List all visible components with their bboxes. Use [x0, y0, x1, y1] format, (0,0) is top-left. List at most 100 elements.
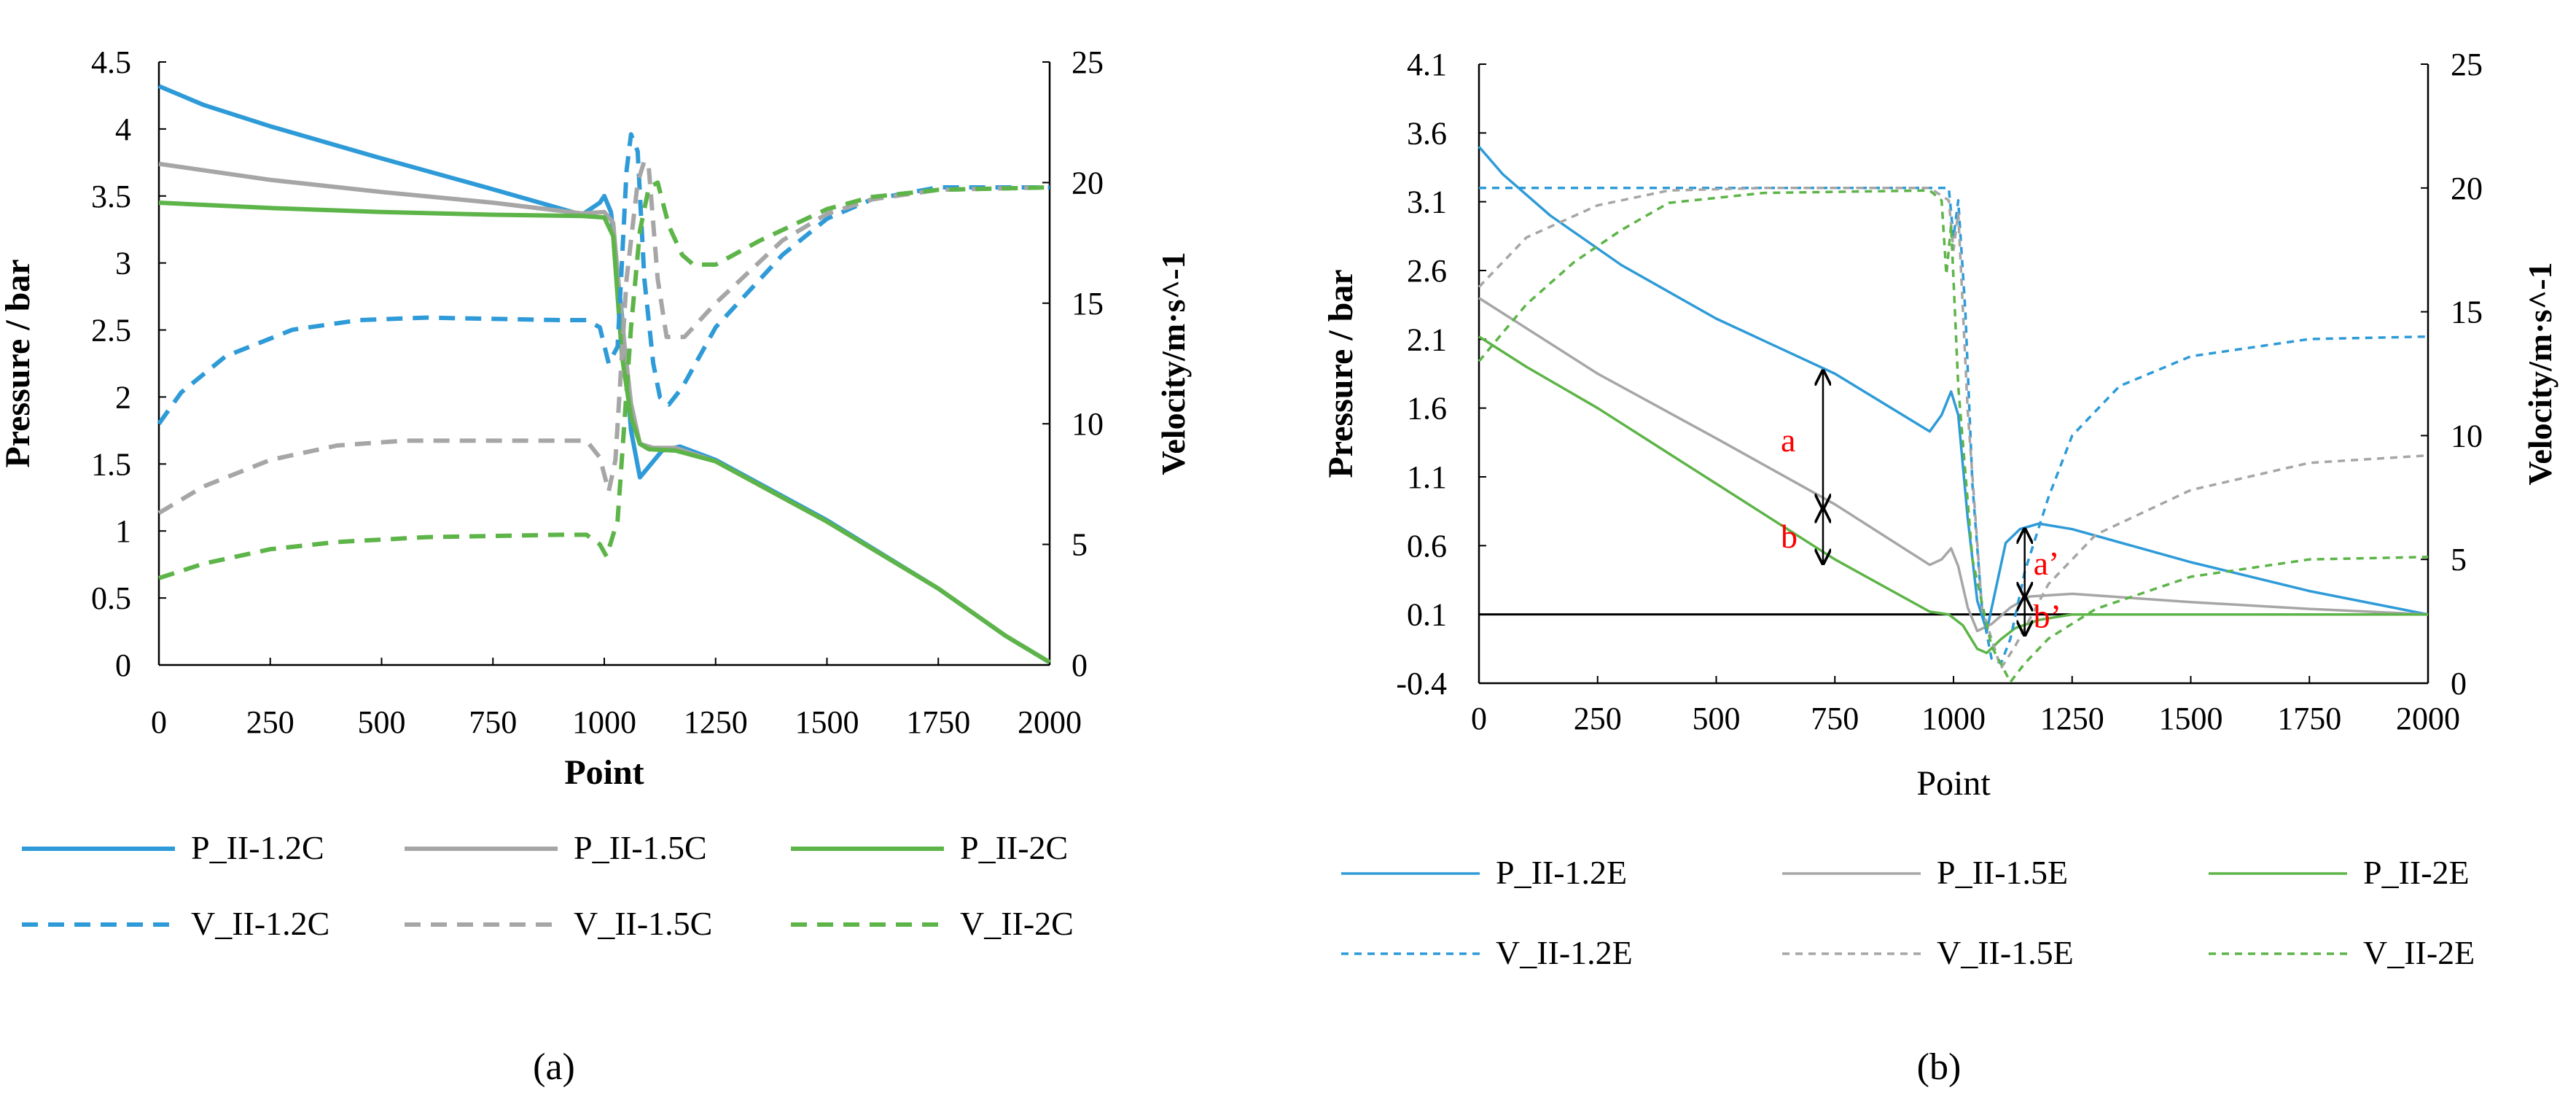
y2-tick-label: 10 [1072, 406, 1104, 442]
y2-tick-label: 15 [2451, 295, 2483, 330]
x-tick-label: 0 [151, 704, 167, 740]
chart-a-legend: P_II-1.2C P_II-1.5C P_II-2C V_II-1.2C V_II-1… [22, 829, 1074, 942]
x-tick-label: 750 [469, 704, 517, 740]
annotation-label: a [1781, 421, 1795, 459]
y-axis-label: Pressure / bar [0, 259, 37, 467]
y2-tick-label: 15 [1072, 286, 1104, 322]
x-axis-label: Point [1916, 764, 1991, 803]
series-line-v-ii-2e [1478, 189, 2429, 684]
x-tick-label: 500 [358, 704, 406, 740]
legend-item: P_II-2E [2209, 854, 2470, 891]
x-tick-label: 1250 [2040, 701, 2104, 736]
legend-item: V_II-2E [2209, 934, 2475, 971]
y-tick-label: 3.6 [1407, 115, 1447, 151]
y2-tick-label: 5 [1072, 527, 1088, 563]
legend-label: P_II-1.2C [191, 829, 324, 866]
y2-axis-label: Velocity/m·s^-1 [1155, 252, 1192, 475]
y-tick-label: 2.5 [91, 313, 131, 349]
y2-tick-label: 5 [2451, 542, 2467, 577]
y-axis-label: Pressure / bar [1322, 269, 1360, 478]
series-line-p-ii-2e [1478, 335, 2428, 655]
legend-item: P_II-1.5C [405, 829, 707, 866]
y2-tick-label: 20 [2451, 171, 2483, 206]
legend-label: V_II-1.2C [191, 905, 329, 942]
y-tick-label: 2 [115, 379, 131, 415]
y-tick-label: 2.1 [1407, 322, 1447, 357]
x-tick-label: 1500 [795, 704, 859, 740]
legend-label: V_II-2C [960, 905, 1074, 942]
chart-caption: (b) [1917, 1046, 1962, 1088]
y2-tick-label: 25 [1072, 44, 1104, 80]
y2-tick-label: 20 [1072, 165, 1104, 201]
legend-label: P_II-1.2E [1496, 854, 1627, 891]
legend-item: P_II-1.5E [1782, 854, 2068, 891]
series-line-p-ii-1-2e [1478, 146, 2429, 633]
legend-item: V_II-1.5E [1782, 934, 2074, 971]
x-tick-label: 1000 [1921, 701, 1986, 736]
chart-b: 0 250 500 750 1000 1250 1500 1750 2000-0.40.10.6… [1322, 47, 2559, 1088]
legend-label: V_II-2E [2363, 934, 2475, 971]
legend-label: V_II-1.5C [574, 905, 712, 942]
y-tick-label: 1.5 [91, 446, 131, 482]
y-tick-label: 0.6 [1407, 528, 1447, 564]
annotation-label: b [1781, 518, 1798, 555]
series-line-v-ii-2c [158, 180, 1050, 580]
y-tick-label: 0.1 [1407, 597, 1447, 633]
y-tick-label: 4 [115, 112, 131, 147]
y-tick-label: 3 [115, 246, 131, 281]
legend-item: P_II-1.2E [1341, 854, 1627, 891]
chart-a-axes: 0 250 500 750 1000 1250 1500 1750 200000.511.522… [0, 44, 1192, 792]
x-tick-label: 1000 [572, 704, 636, 740]
legend-label: P_II-1.5C [574, 829, 707, 866]
series-line-p-ii-1-5c [158, 161, 1051, 664]
series-line-p-ii-2c [158, 201, 1051, 664]
legend-item: V_II-1.2C [22, 905, 329, 942]
chart-b-series [1478, 146, 2429, 684]
x-tick-label: 1750 [2277, 701, 2341, 736]
y2-tick-label: 0 [1072, 647, 1088, 683]
y-tick-label: -0.4 [1396, 666, 1447, 701]
x-tick-label: 2000 [1018, 704, 1082, 740]
legend-label: P_II-2C [960, 829, 1068, 866]
chart-b-annotations: a b a’ b’ [1781, 371, 2061, 635]
legend-item: V_II-1.5C [405, 905, 712, 942]
y-tick-label: 1.6 [1407, 391, 1447, 427]
x-tick-label: 750 [1811, 701, 1859, 736]
y2-tick-label: 25 [2451, 47, 2483, 82]
annotation-label: b’ [2034, 598, 2061, 635]
legend-label: V_II-1.5E [1937, 934, 2074, 971]
x-tick-label: 250 [246, 704, 294, 740]
y2-tick-label: 10 [2451, 418, 2483, 454]
y-tick-label: 1.1 [1407, 459, 1447, 495]
series-line-v-ii-1-5c [157, 158, 1050, 516]
x-tick-label: 2000 [2396, 701, 2460, 736]
chart-a: 0 250 500 750 1000 1250 1500 1750 200000.511.522… [0, 44, 1192, 1088]
y-tick-label: 1 [115, 513, 131, 549]
legend-label: V_II-1.2E [1496, 934, 1633, 971]
y-tick-label: 3.1 [1407, 184, 1447, 220]
x-tick-label: 1750 [906, 704, 970, 740]
legend-item: P_II-2C [791, 829, 1068, 866]
x-tick-label: 1250 [684, 704, 748, 740]
chart-caption: (a) [533, 1046, 575, 1088]
chart-a-series [157, 84, 1051, 664]
x-tick-label: 1500 [2159, 701, 2223, 736]
y-tick-label: 4.1 [1407, 47, 1447, 82]
legend-label: P_II-1.5E [1937, 854, 2068, 891]
chart-b-legend: P_II-1.2E P_II-1.5E P_II-2E V_II-1.2E V_II-1… [1341, 854, 2475, 971]
y-tick-label: 3.5 [91, 179, 131, 214]
y-tick-label: 0.5 [91, 580, 131, 616]
series-line-p-ii-1-5e [1478, 297, 2429, 633]
y-tick-label: 4.5 [91, 44, 131, 80]
x-tick-label: 250 [1574, 701, 1622, 736]
annotation-label: a’ [2034, 545, 2060, 582]
series-line-v-ii-1-5e [1478, 187, 2429, 670]
x-axis-label: Point [564, 753, 644, 792]
y-tick-label: 0 [115, 647, 131, 683]
chart-b-axes: 0 250 500 750 1000 1250 1500 1750 2000-0.40.10.6… [1322, 47, 2559, 803]
legend-label: P_II-2E [2363, 854, 2470, 891]
x-tick-label: 500 [1693, 701, 1741, 736]
y2-axis-label: Velocity/m·s^-1 [2521, 262, 2559, 485]
series-line-v-ii-1-2c [157, 132, 1050, 425]
